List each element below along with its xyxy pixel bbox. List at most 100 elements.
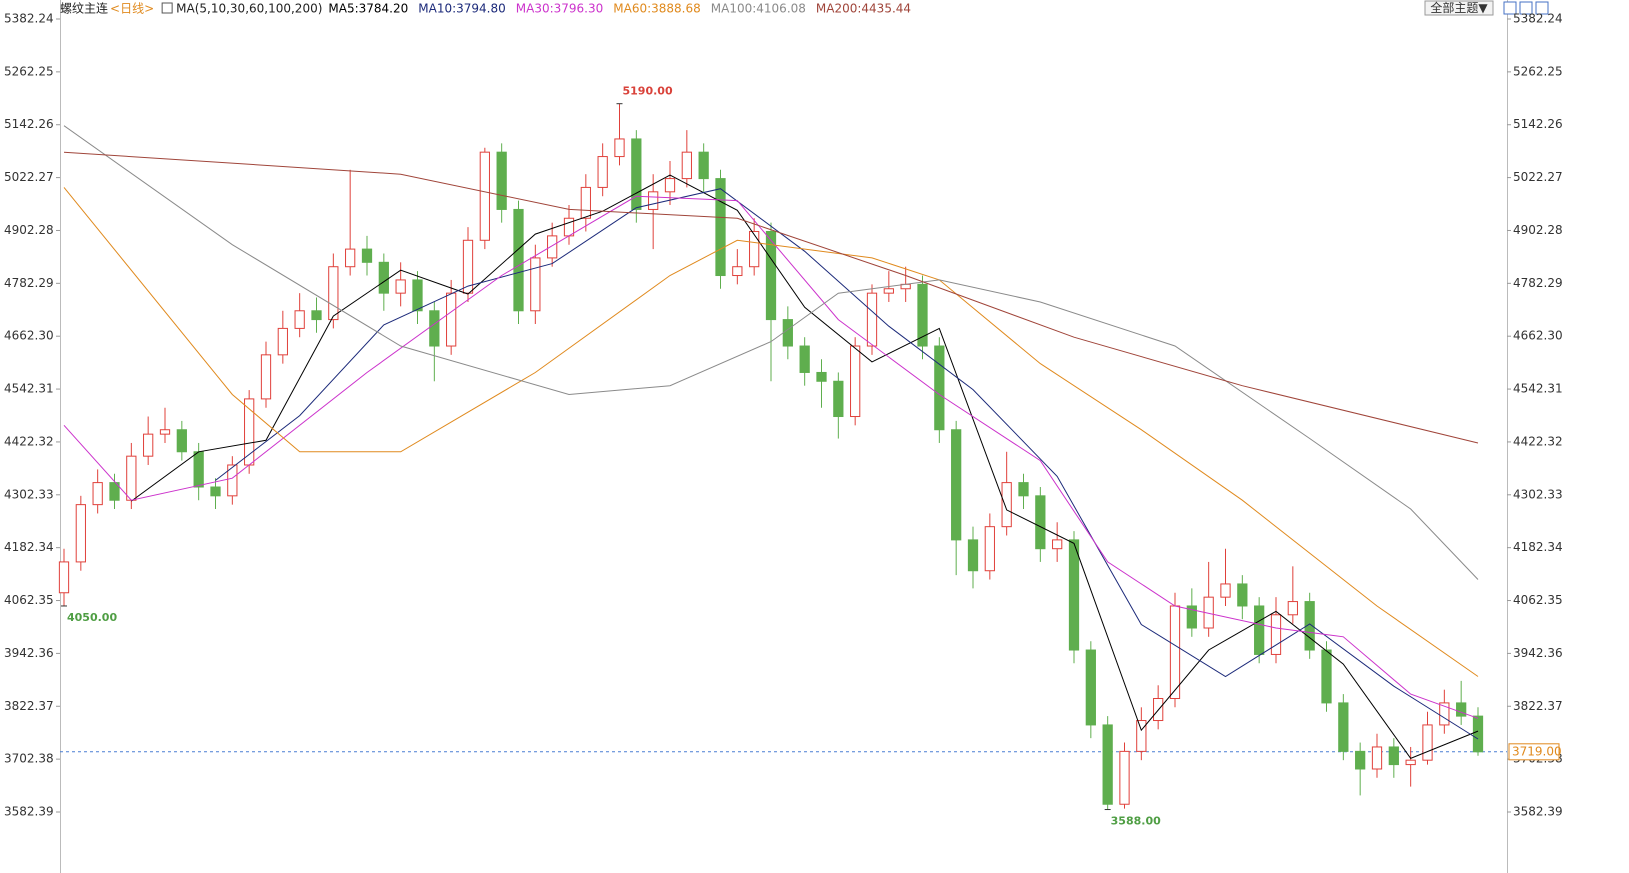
candle-body	[1085, 649, 1096, 726]
candle-body	[1052, 539, 1063, 550]
y-tick-label: 4062.35	[4, 593, 54, 607]
y-tick-label: 5142.26	[4, 117, 54, 131]
candle-body	[1035, 495, 1046, 550]
candle-body	[580, 186, 591, 219]
candle-body	[58, 561, 70, 594]
candle-body	[412, 279, 423, 312]
candle-body	[1472, 715, 1484, 753]
y-tick-label: 4422.32	[4, 434, 54, 448]
candle-body	[1439, 702, 1450, 726]
y-tick-label: 5022.27	[1513, 170, 1563, 184]
candle-body	[1237, 583, 1248, 607]
y-tick-label: 4062.35	[1513, 593, 1563, 607]
candle-body	[934, 345, 945, 431]
candle-body	[1422, 724, 1433, 761]
candle-body	[597, 156, 608, 188]
header-text: MA60:3888.68	[613, 2, 701, 16]
y-tick-label: 4902.28	[1513, 223, 1563, 237]
y-tick-label: 4182.34	[1513, 540, 1563, 554]
y-tick-label: 4422.32	[1513, 434, 1563, 448]
candle-body	[1068, 539, 1080, 651]
candle-body	[193, 451, 204, 488]
tool-icon[interactable]	[1519, 1, 1533, 15]
candle-body	[1119, 750, 1130, 805]
y-tick-label: 5262.25	[4, 64, 54, 78]
candle-body	[513, 208, 524, 312]
candle-body	[1254, 605, 1265, 655]
candle-body	[126, 455, 137, 501]
candle-body	[159, 429, 171, 435]
candle-body	[799, 345, 810, 373]
y-tick-label: 3582.39	[4, 805, 54, 819]
candle-body	[765, 230, 777, 321]
y-tick-label: 4662.30	[4, 329, 54, 343]
candle-body	[816, 371, 827, 382]
y-tick-label: 4302.33	[1513, 487, 1563, 501]
annotation-label: 3588.00	[1111, 815, 1161, 828]
last-price-box	[1508, 743, 1560, 761]
candle-body	[109, 482, 120, 501]
candle-body	[850, 345, 861, 418]
candle-body	[143, 433, 154, 457]
candle-body	[1102, 724, 1113, 805]
candle-body	[1304, 601, 1315, 651]
candle-body	[1355, 750, 1366, 770]
candle-body	[917, 283, 928, 347]
candle-body	[715, 178, 726, 277]
candle-body	[749, 230, 760, 268]
y-tick-label: 3942.36	[1513, 646, 1563, 660]
candle-body	[429, 310, 440, 347]
candle-body	[631, 138, 642, 210]
ma-line	[63, 195, 1479, 719]
candle-body	[294, 310, 305, 329]
candle-body	[328, 266, 339, 321]
candle-body	[1220, 583, 1231, 598]
theme-button[interactable]	[1424, 0, 1494, 16]
candle-body	[1136, 720, 1147, 752]
y-tick-label: 4782.29	[4, 276, 54, 290]
y-tick-label: 4542.31	[1513, 382, 1563, 396]
candle-body	[378, 261, 389, 294]
candle-body	[361, 248, 373, 263]
candle-body	[1405, 759, 1416, 766]
y-tick-label: 5382.24	[4, 12, 54, 26]
ma-line	[63, 125, 1479, 580]
header-text: MA200:4435.44	[816, 2, 911, 16]
annotation-label: 5190.00	[623, 85, 673, 98]
y-tick-label: 3702.38	[4, 752, 54, 766]
ma-line	[215, 188, 1479, 740]
candle-body	[833, 380, 844, 418]
annotation-label: 4050.00	[67, 611, 117, 624]
y-tick-label: 5382.24	[1513, 12, 1563, 26]
y-tick-label: 4182.34	[4, 540, 54, 554]
header-text: MA10:3794.80	[418, 2, 506, 16]
candle-body	[866, 292, 878, 347]
tool-icon[interactable]	[1503, 1, 1517, 15]
candle-body	[1186, 605, 1197, 629]
candle-body	[1287, 601, 1298, 616]
y-tick-label: 5022.27	[4, 170, 54, 184]
candle-body	[732, 266, 743, 277]
candle-body	[176, 429, 187, 453]
y-tick-label: 4782.29	[1513, 276, 1563, 290]
candle-body	[1270, 614, 1282, 655]
candle-body	[648, 191, 659, 210]
header: 螺纹主连 <日线> MA(5,10,30,60,100,200) MA5:3784.2…	[60, 1, 911, 16]
y-tick-label: 3822.37	[4, 699, 54, 713]
y-tick-label: 4302.33	[4, 487, 54, 501]
tool-icon[interactable]	[1535, 1, 1549, 15]
candle-body	[530, 257, 541, 312]
candle-body	[883, 288, 894, 294]
candle-body	[1321, 649, 1332, 704]
y-tick-label: 3942.36	[4, 646, 54, 660]
y-tick-label: 4662.30	[1513, 329, 1563, 343]
ma-line	[63, 151, 1479, 444]
candle-body	[395, 279, 406, 294]
candle-body	[1371, 746, 1383, 770]
candle-body	[210, 486, 221, 497]
candle-body	[227, 464, 238, 497]
y-tick-label: 3582.39	[1513, 805, 1563, 819]
header-text: MA5:3784.20	[328, 2, 408, 16]
candle-body	[967, 539, 979, 572]
last-price-label: 3719.00	[1512, 744, 1562, 758]
